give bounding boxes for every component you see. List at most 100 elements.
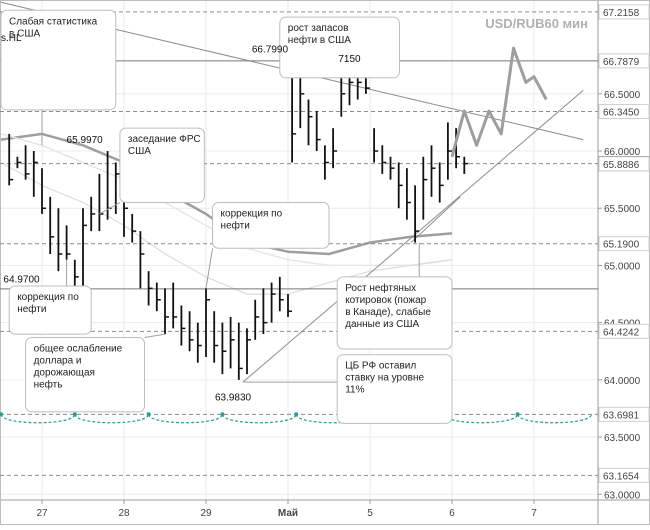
callout-box-3 bbox=[212, 202, 330, 249]
callout-text-6-3: данные из США bbox=[345, 319, 419, 330]
price-bar-17 bbox=[147, 271, 153, 306]
price-bars-layer bbox=[8, 59, 469, 380]
price-bar-19 bbox=[164, 288, 169, 335]
level-label-box-4 bbox=[598, 156, 650, 172]
forecast-layer bbox=[450, 46, 548, 158]
level-label-5: 65.1900 bbox=[598, 236, 650, 252]
price-bar-22 bbox=[188, 311, 194, 352]
x-tick-label-0: 27 bbox=[36, 508, 48, 519]
level-label-8: 63.6981 bbox=[598, 406, 650, 422]
price-labels-layer: 66.7990 7150 65.9970 64.9700 63.9830 bbox=[3, 45, 361, 404]
price-bar-15 bbox=[131, 213, 137, 243]
price-bar-4 bbox=[41, 168, 46, 214]
price-bar-29 bbox=[246, 328, 251, 375]
price-bar-28 bbox=[237, 322, 243, 380]
level-label-text-8: 63.6981 bbox=[603, 410, 640, 421]
level-label-text-5: 65.1900 bbox=[603, 240, 640, 251]
price-label-4: 63.9830 bbox=[215, 392, 252, 403]
price-bar-20 bbox=[172, 282, 178, 329]
cycle-node-3 bbox=[220, 412, 225, 417]
price-bar-47 bbox=[389, 156, 395, 180]
cycle-node-1 bbox=[72, 412, 77, 417]
callout-text-4-2: дорожающая bbox=[34, 368, 95, 379]
level-label-text-7: 64.4242 bbox=[603, 327, 640, 338]
callout-box-5 bbox=[279, 16, 401, 79]
level-label-1: 66.7879 bbox=[598, 53, 650, 69]
cycle-node-2 bbox=[146, 412, 151, 417]
price-bar-46 bbox=[381, 145, 387, 174]
callout-pointer-4 bbox=[144, 333, 166, 339]
price-bar-16 bbox=[139, 231, 145, 289]
price-bar-7 bbox=[65, 225, 71, 260]
price-bar-1 bbox=[16, 156, 22, 169]
callout-text-3-0: коррекция по bbox=[221, 209, 283, 220]
trendline-2 bbox=[410, 196, 461, 243]
price-label-1: 7150 bbox=[338, 54, 361, 65]
level-label-box-8 bbox=[598, 406, 650, 422]
price-bar-8 bbox=[73, 259, 79, 289]
callout-text-4-0: общее ослабление bbox=[34, 343, 123, 355]
level-label-text-2: 66.3450 bbox=[603, 108, 640, 119]
x-tick-label-6: 7 bbox=[531, 508, 537, 519]
price-bar-21 bbox=[180, 305, 186, 346]
cycle-node-4 bbox=[294, 412, 299, 417]
callout-text-0-1: в США bbox=[9, 28, 40, 39]
callout-text-1-0: заседание ФРС bbox=[128, 134, 201, 145]
date-axis-layer: 27 28 29 Май 5 6 7 bbox=[36, 500, 537, 519]
y-tick-label-5: 65.5000 bbox=[604, 204, 641, 215]
x-tick-label-1: 28 bbox=[118, 508, 130, 519]
price-label-3: 64.9700 bbox=[3, 275, 40, 286]
y-tick-label-6: 66.0000 bbox=[604, 147, 641, 158]
callout-pointer-3 bbox=[205, 248, 214, 289]
level-label-0: 67.2158 bbox=[598, 4, 650, 20]
y-tick-label-4: 65.0000 bbox=[604, 261, 641, 272]
level-label-7: 64.4242 bbox=[598, 323, 650, 339]
x-tick-label-3: Май bbox=[278, 508, 298, 519]
price-bar-27 bbox=[229, 316, 235, 369]
forecast-path bbox=[450, 46, 548, 158]
price-bar-40 bbox=[332, 128, 338, 169]
price-bar-31 bbox=[262, 288, 268, 335]
price-bar-24 bbox=[205, 288, 210, 357]
level-label-text-9: 63.1654 bbox=[603, 471, 640, 482]
price-bar-0 bbox=[8, 133, 14, 186]
price-bar-5 bbox=[49, 196, 55, 255]
price-bar-36 bbox=[299, 76, 305, 129]
callout-box-7 bbox=[336, 354, 453, 424]
x-tick-label-5: 6 bbox=[449, 508, 455, 519]
callout-text-6-2: в Канаде), слабые bbox=[345, 306, 431, 318]
price-bar-3 bbox=[32, 151, 38, 197]
callout-text-5-0: рост запасов bbox=[288, 23, 349, 34]
callout-text-0-0: Слабая статистика bbox=[9, 15, 98, 27]
price-label-2: 65.9970 bbox=[67, 135, 104, 146]
level-label-box-7 bbox=[598, 323, 650, 339]
price-bar-10 bbox=[90, 196, 96, 232]
y-tick-label-2: 64.0000 bbox=[604, 376, 641, 387]
cycle-node-7 bbox=[515, 412, 520, 417]
callout-text-6-0: Рост нефтяных bbox=[345, 282, 416, 294]
callout-box-2 bbox=[8, 285, 92, 335]
price-bar-33 bbox=[278, 276, 284, 312]
callout-text-1-1: США bbox=[128, 146, 151, 157]
chart-title: USD/RUB60 мин bbox=[485, 16, 588, 31]
price-axis-layer: 63.000063.500064.000064.500065.000065.50… bbox=[598, 4, 650, 501]
level-label-text-4: 65.8886 bbox=[603, 160, 640, 171]
x-tick-label-2: 29 bbox=[200, 508, 212, 519]
price-label-0: 66.7990 bbox=[252, 45, 289, 56]
price-bar-39 bbox=[323, 145, 329, 180]
callout-text-4-3: нефть bbox=[34, 379, 63, 391]
callout-text-7-1: ставку на уровне bbox=[345, 373, 424, 384]
cycle-node-0 bbox=[0, 412, 3, 417]
callout-text-4-1: доллара и bbox=[34, 356, 82, 367]
price-bar-49 bbox=[405, 168, 411, 220]
level-label-box-2 bbox=[598, 104, 650, 120]
level-label-box-9 bbox=[598, 467, 650, 483]
y-tick-label-1: 63.5000 bbox=[604, 433, 641, 444]
